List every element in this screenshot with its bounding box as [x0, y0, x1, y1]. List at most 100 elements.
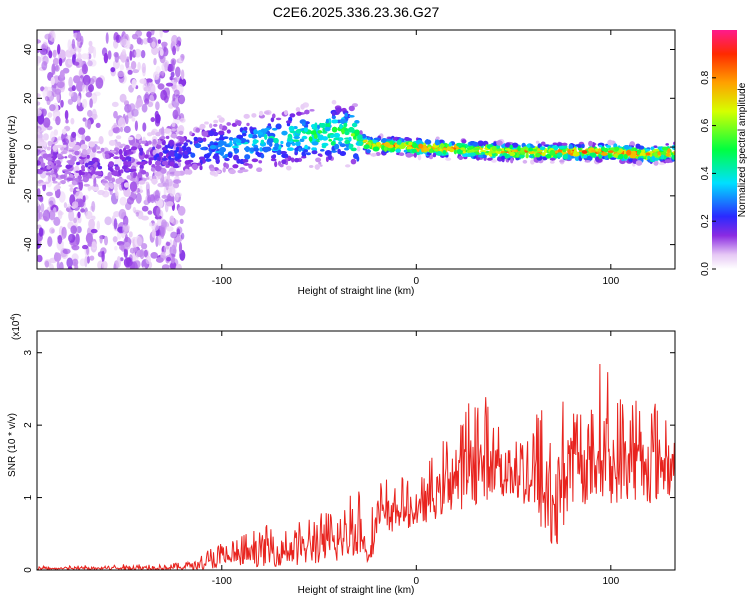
heatmap-cell [405, 152, 413, 158]
heatmap-cell [236, 139, 242, 144]
heatmap-cell [179, 117, 186, 123]
heatmap-cell [178, 242, 183, 254]
heatmap-cell [71, 180, 78, 186]
heatmap-cell [343, 128, 350, 132]
heatmap-cell [660, 151, 667, 156]
heatmap-cell [559, 159, 565, 163]
heatmap-cell [165, 164, 170, 168]
heatmap-cell [37, 188, 41, 197]
heatmap-cell [91, 108, 97, 121]
heatmap-cell [55, 144, 63, 148]
heatmap-cell [175, 106, 181, 117]
heatmap-cell [174, 150, 178, 153]
heatmap-cell [189, 141, 193, 145]
heatmap-cell [614, 146, 620, 152]
heatmap-cell [87, 119, 92, 130]
heatmap-cell [660, 154, 665, 160]
heatmap-cell [497, 151, 502, 154]
heatmap-cell [180, 55, 185, 62]
x-tick-label: 0 [414, 276, 420, 287]
heatmap-cell [218, 136, 225, 141]
heatmap-cell [135, 211, 139, 217]
heatmap-cell [88, 141, 96, 148]
heatmap-cell [84, 162, 89, 168]
heatmap-cell [116, 71, 125, 78]
heatmap-cell [460, 147, 466, 151]
heatmap-cell [123, 125, 131, 134]
heatmap-cell [243, 163, 250, 166]
heatmap-cell [55, 116, 61, 126]
heatmap-cell [189, 131, 193, 136]
heatmap-cell [172, 45, 177, 56]
heatmap-cell [125, 115, 129, 125]
heatmap-cell [45, 172, 52, 176]
heatmap-cell [71, 155, 77, 162]
heatmap-cell [37, 200, 40, 207]
spectrogram-heatmap [37, 30, 675, 269]
heatmap-cell [236, 134, 244, 140]
heatmap-cell [607, 153, 612, 159]
heatmap-cell [667, 148, 671, 154]
heatmap-cell [561, 142, 568, 146]
heatmap-cell [50, 131, 55, 143]
heatmap-cell [126, 197, 135, 205]
heatmap-cell [57, 160, 61, 166]
heatmap-cell [213, 142, 219, 146]
heatmap-cell [150, 252, 158, 259]
heatmap-cell [131, 78, 137, 89]
heatmap-cell [170, 231, 178, 239]
heatmap-cell [112, 126, 121, 134]
heatmap-cell [310, 130, 317, 135]
heatmap-cell [62, 169, 69, 172]
heatmap-cell [60, 180, 66, 185]
heatmap-cell [157, 39, 161, 44]
spectrogram-panel: -100 0 100 -40 -20 0 20 40 Height of straight … [7, 29, 676, 297]
heatmap-cell [456, 148, 463, 155]
heatmap-cell [167, 174, 171, 180]
heatmap-cell [47, 236, 53, 247]
heatmap-cell [77, 95, 81, 107]
heatmap-cell [68, 173, 74, 179]
heatmap-cell [130, 168, 137, 172]
heatmap-cell [88, 45, 95, 54]
heatmap-cell [176, 226, 183, 234]
heatmap-cell [144, 98, 150, 105]
heatmap-cell [509, 144, 513, 150]
heatmap-cell [334, 143, 340, 150]
heatmap-cell [37, 93, 41, 98]
heatmap-cell [140, 170, 147, 175]
x-tick-label: -100 [212, 576, 232, 587]
heatmap-cell [467, 150, 471, 153]
heatmap-cell [88, 53, 92, 60]
heatmap-cell [653, 145, 658, 148]
spectrogram-frame [36, 29, 676, 270]
heatmap-cell [98, 136, 104, 145]
y-tick-label: -40 [23, 237, 34, 252]
heatmap-cell [169, 261, 177, 269]
heatmap-cell [552, 142, 558, 146]
heatmap-cell [341, 129, 345, 135]
heatmap-cell [65, 119, 69, 124]
heatmap-cell [284, 110, 288, 116]
heatmap-cell [104, 216, 112, 226]
heatmap-cell [85, 210, 93, 220]
heatmap-cell [37, 169, 43, 174]
heatmap-cell [48, 50, 53, 59]
snr-multiplier-base: (x10 [11, 320, 22, 340]
heatmap-cell [255, 151, 260, 156]
heatmap-cell [37, 109, 42, 117]
heatmap-cell [568, 144, 574, 150]
y-tick-label: 2 [23, 422, 34, 428]
heatmap-cell [348, 143, 352, 150]
heatmap-cell [111, 101, 119, 108]
heatmap-cell [370, 153, 377, 157]
heatmap-cell [37, 101, 41, 106]
heatmap-cell [176, 44, 180, 52]
heatmap-cell [100, 147, 105, 152]
heatmap-cell [70, 225, 77, 234]
heatmap-cell [595, 148, 599, 152]
heatmap-cell [325, 122, 331, 128]
heatmap-cell [535, 140, 540, 144]
heatmap-cell [170, 133, 178, 139]
